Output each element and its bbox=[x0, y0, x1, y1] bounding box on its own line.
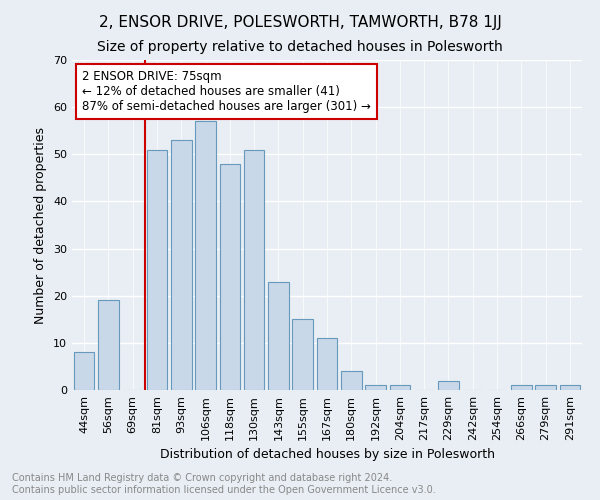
Bar bbox=[292, 320, 313, 390]
Y-axis label: Number of detached properties: Number of detached properties bbox=[34, 126, 47, 324]
Bar bbox=[511, 386, 532, 390]
Bar bbox=[268, 282, 289, 390]
Bar bbox=[438, 380, 459, 390]
Bar bbox=[244, 150, 265, 390]
Bar bbox=[560, 386, 580, 390]
Bar bbox=[171, 140, 191, 390]
Bar bbox=[535, 386, 556, 390]
Text: Contains HM Land Registry data © Crown copyright and database right 2024.
Contai: Contains HM Land Registry data © Crown c… bbox=[12, 474, 436, 495]
Bar bbox=[341, 371, 362, 390]
Bar bbox=[74, 352, 94, 390]
Text: 2 ENSOR DRIVE: 75sqm
← 12% of detached houses are smaller (41)
87% of semi-detac: 2 ENSOR DRIVE: 75sqm ← 12% of detached h… bbox=[82, 70, 371, 113]
Text: 2, ENSOR DRIVE, POLESWORTH, TAMWORTH, B78 1JJ: 2, ENSOR DRIVE, POLESWORTH, TAMWORTH, B7… bbox=[98, 15, 502, 30]
Text: Size of property relative to detached houses in Polesworth: Size of property relative to detached ho… bbox=[97, 40, 503, 54]
Bar bbox=[98, 300, 119, 390]
Bar bbox=[389, 386, 410, 390]
Bar bbox=[365, 386, 386, 390]
Bar bbox=[146, 150, 167, 390]
Bar bbox=[317, 338, 337, 390]
Bar bbox=[220, 164, 240, 390]
Bar bbox=[195, 122, 216, 390]
X-axis label: Distribution of detached houses by size in Polesworth: Distribution of detached houses by size … bbox=[160, 448, 494, 462]
